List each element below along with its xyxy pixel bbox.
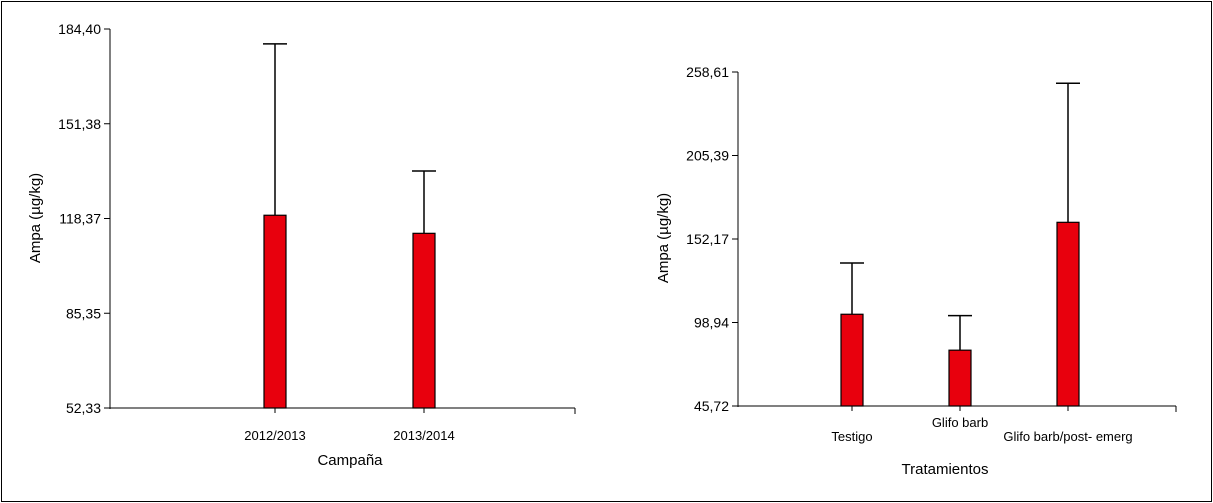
x-tick-label: Testigo: [831, 429, 872, 444]
x-tick-label: Glifo barb/post- emerg: [1003, 429, 1132, 444]
y-tick-label: 98,94: [694, 315, 729, 331]
chart2-ylabel: Ampa (µg/kg): [655, 193, 672, 283]
y-tick-label: 151,38: [58, 116, 101, 132]
chart-campana: Ampa (µg/kg) Campaña 52,33 85,35 118,37 151…: [27, 21, 576, 469]
bar: [263, 214, 287, 409]
bar: [412, 232, 436, 409]
y-tick-label: 45,72: [694, 398, 729, 414]
y-tick-label: 152,17: [686, 231, 729, 247]
y-tick-label: 258,61: [686, 64, 729, 80]
chart-tratamientos: Ampa (µg/kg) Tratamientos 45,72 98,94 152,…: [655, 64, 1177, 478]
chart2-xlabel: Tratamientos: [902, 461, 989, 478]
bar: [948, 349, 972, 407]
x-tick-label: 2013/2014: [393, 428, 454, 443]
y-tick-label: 52,33: [66, 400, 101, 416]
y-tick-label: 85,35: [66, 305, 101, 321]
x-tick-label: 2012/2013: [244, 428, 305, 443]
y-tick-label: 205,39: [686, 148, 729, 164]
bar: [840, 313, 864, 407]
chart1-xlabel: Campaña: [317, 452, 383, 469]
bar: [1056, 221, 1080, 407]
chart1-ylabel: Ampa (µg/kg): [27, 173, 44, 263]
x-tick-label: Glifo barb: [932, 415, 988, 430]
y-tick-label: 184,40: [58, 21, 101, 37]
y-tick-label: 118,37: [59, 211, 101, 227]
